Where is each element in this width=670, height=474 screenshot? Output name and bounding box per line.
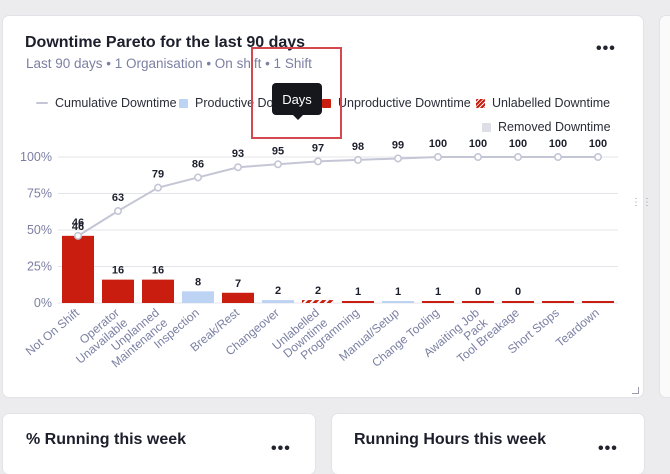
cumulative-point[interactable] [273,160,282,169]
cumulative-data-label: 100 [429,138,447,150]
bar-data-label: 46 [72,221,84,233]
bar-data-label: 8 [195,276,201,288]
bar-data-label: 1 [395,286,401,298]
downtime-pareto-card: Downtime Pareto for the last 90 days •••… [3,16,643,397]
bar[interactable] [422,301,454,303]
cumulative-data-label: 99 [392,139,404,151]
cumulative-data-label: 46 [72,217,84,229]
cumulative-point[interactable] [353,155,362,164]
legend-productive-downtime[interactable]: Productive Do [179,96,274,110]
resize-handle-icon[interactable] [632,387,639,394]
card-subtitle: Last 90 days • 1 Organisation • On shift… [26,56,312,71]
cumulative-point[interactable] [593,153,602,162]
legend-unproductive-downtime[interactable]: Unproductive Downtime [322,96,471,110]
bar-data-label: 7 [235,278,241,290]
cumulative-line [77,156,598,237]
legend-removed-downtime[interactable]: Removed Downtime [482,120,611,134]
running-percent-card: % Running this week ••• [3,414,315,474]
bar-data-label: 16 [112,265,124,277]
cumulative-data-label: 79 [152,169,164,181]
bar[interactable] [342,301,374,303]
adjacent-card-edge [660,16,670,397]
bar-data-label: 2 [275,285,281,297]
bar-data-label: 16 [152,265,164,277]
box-swatch-icon [322,98,331,108]
cumulative-point[interactable] [433,153,442,162]
bar[interactable] [182,291,214,303]
tooltip-text: Days [282,91,312,107]
cumulative-data-label: 97 [312,142,324,154]
y-tick-label: 50% [27,223,52,237]
bar[interactable] [62,235,94,303]
card-title: Running Hours this week [354,431,547,448]
y-tick-label: 75% [27,187,52,201]
bar-data-label: 2 [315,285,321,297]
bar[interactable] [502,301,534,303]
cumulative-point[interactable] [393,154,402,163]
bar-data-label: 0 [515,286,521,298]
cumulative-point[interactable] [74,231,83,240]
bar-data-label: 1 [355,286,361,298]
cumulative-point[interactable] [234,163,243,172]
bar[interactable] [302,300,334,303]
bar[interactable] [102,279,134,303]
legend-unlabelled-downtime[interactable]: Unlabelled Downtime [476,96,610,110]
line-swatch-icon [36,102,48,104]
bar[interactable] [262,300,294,303]
x-tick-label: Teardown [553,306,602,350]
cumulative-data-label: 95 [272,145,284,157]
bar-data-label: 1 [435,286,441,298]
highlight-box [251,47,342,139]
more-options-icon[interactable]: ••• [271,440,291,457]
y-tick-label: 25% [27,260,52,274]
cumulative-point[interactable] [553,153,562,162]
box-swatch-icon [179,98,188,108]
tooltip: Days [272,83,322,120]
x-tick-label: Not On Shift [23,305,83,358]
bar[interactable] [142,279,174,303]
cumulative-point[interactable] [513,153,522,162]
legend-cumulative-downtime[interactable]: Cumulative Downtime [36,96,177,110]
cumulative-data-label: 100 [589,138,607,150]
cumulative-data-label: 63 [112,192,124,204]
bar[interactable] [582,301,614,303]
y-tick-label: 100% [20,150,52,164]
legend-label: Unproductive Downtime [338,96,471,110]
bar-data-label: 0 [475,286,481,298]
cumulative-data-label: 98 [352,141,364,153]
cumulative-point[interactable] [313,157,322,166]
y-tick-label: 0% [34,296,52,310]
legend-label: Removed Downtime [498,120,611,134]
box-swatch-icon [482,122,491,132]
card-title: % Running this week [26,431,187,448]
more-options-icon[interactable]: ••• [596,40,616,57]
cumulative-data-label: 100 [549,138,567,150]
legend-label: Cumulative Downtime [55,96,177,110]
cumulative-data-label: 100 [469,138,487,150]
card-title: Downtime Pareto for the last 90 days [25,34,306,51]
cumulative-data-label: 100 [509,138,527,150]
legend-label: Productive Do [195,96,274,110]
cumulative-point[interactable] [154,183,163,192]
cumulative-point[interactable] [194,173,203,182]
bar[interactable] [382,301,414,303]
more-options-icon[interactable]: ••• [598,440,618,457]
hatched-swatch-icon [476,98,485,108]
legend-label: Unlabelled Downtime [492,96,611,110]
cumulative-data-label: 93 [232,148,244,160]
bar[interactable] [222,292,254,303]
drag-handle-icon[interactable]: ⋮⋮ [631,198,652,214]
cumulative-data-label: 86 [192,158,204,170]
bar[interactable] [462,301,494,303]
running-hours-card: Running Hours this week ••• [332,414,644,474]
cumulative-point[interactable] [473,153,482,162]
bar[interactable] [542,301,574,303]
cumulative-point[interactable] [114,207,123,216]
